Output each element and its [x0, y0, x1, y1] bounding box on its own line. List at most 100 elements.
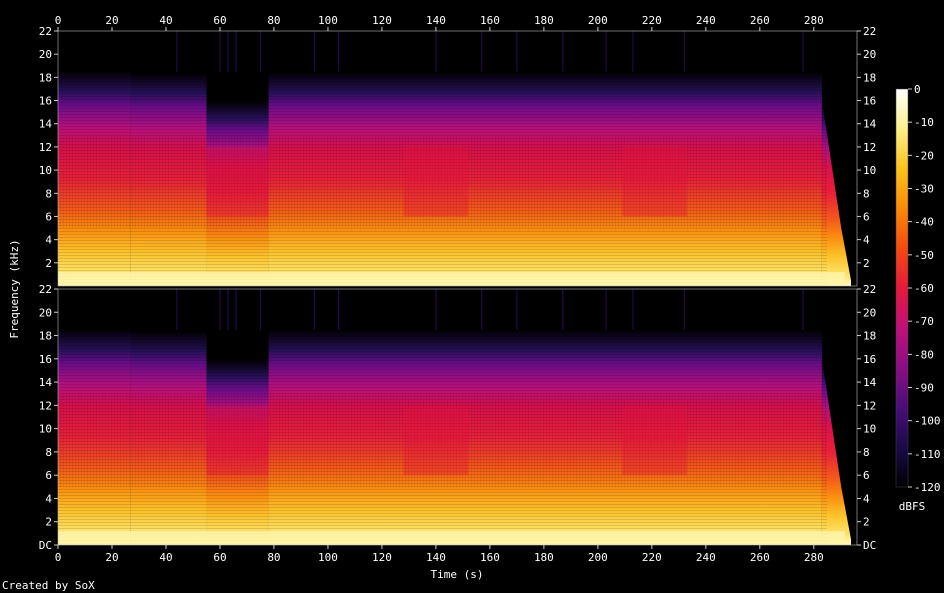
- y-tick-label-left: 10: [39, 423, 52, 436]
- y-tick-label-right: 16: [863, 95, 876, 108]
- colorbar-tick-label: -30: [914, 183, 934, 196]
- y-tick-label-right: 8: [863, 187, 870, 200]
- x-tick-label-bottom: 220: [642, 551, 662, 564]
- low-frequency-band: [58, 272, 845, 286]
- panel-frame: [57, 288, 858, 546]
- colorbar-tick-label: -70: [914, 315, 934, 328]
- y-tick-label-right: 2: [863, 516, 870, 529]
- x-tick-label-top: 60: [213, 14, 226, 27]
- y-tick-label-left: 18: [39, 71, 52, 84]
- segment-5: [821, 100, 851, 286]
- x-tick-label-top: 140: [426, 14, 446, 27]
- y-axis-label: Frequency (kHz): [8, 239, 21, 338]
- colorbar-tick-label: -10: [914, 116, 934, 129]
- y-tick-label-right: 14: [863, 376, 877, 389]
- x-tick-label-bottom: 180: [534, 551, 554, 564]
- mid-band-2: [403, 405, 469, 476]
- x-tick-label-top: 80: [267, 14, 280, 27]
- y-tick-label-right: 14: [863, 118, 877, 131]
- channel-2-panel: [57, 288, 858, 546]
- mid-band-2: [403, 146, 469, 217]
- low-frequency-band: [58, 531, 845, 545]
- x-tick-label-top: 0: [55, 14, 62, 27]
- y-tick-label-left: 6: [45, 210, 52, 223]
- x-tick-label-bottom: 260: [750, 551, 770, 564]
- y-tick-label-left: 16: [39, 95, 52, 108]
- y-tick-label-left: 16: [39, 353, 52, 366]
- y-tick-label-left: 20: [39, 306, 52, 319]
- y-tick-label-right: 20: [863, 48, 876, 61]
- y-tick-label-right: 18: [863, 71, 876, 84]
- x-tick-label-bottom: 280: [804, 551, 824, 564]
- channel-1-panel: [57, 30, 858, 287]
- panel-frame: [57, 30, 858, 287]
- x-tick-label-bottom: 20: [105, 551, 118, 564]
- x-tick-label-bottom: 140: [426, 551, 446, 564]
- x-tick-label-bottom: 100: [318, 551, 338, 564]
- colorbar-tick-label: -80: [914, 348, 934, 361]
- y-tick-label-right: 6: [863, 469, 870, 482]
- x-tick-label-top: 240: [696, 14, 716, 27]
- y-tick-label-left: 22: [39, 25, 52, 38]
- y-tick-label-left: 18: [39, 330, 52, 343]
- x-tick-label-top: 120: [372, 14, 392, 27]
- y-tick-label-right: 16: [863, 353, 876, 366]
- colorbar-tick-label: -60: [914, 282, 934, 295]
- texture-horizontal: [58, 335, 827, 545]
- y-tick-label-right: 20: [863, 306, 876, 319]
- x-axis-label: Time (s): [431, 568, 484, 581]
- x-tick-label-bottom: 60: [213, 551, 226, 564]
- y-tick-label-right: 6: [863, 210, 870, 223]
- y-tick-label-right: 22: [863, 283, 876, 296]
- y-tick-label-right: 8: [863, 446, 870, 459]
- y-tick-label-left: 4: [45, 492, 52, 505]
- x-tick-label-bottom: 40: [159, 551, 172, 564]
- x-tick-label-bottom: 160: [480, 551, 500, 564]
- x-tick-label-bottom: 240: [696, 551, 716, 564]
- x-tick-label-top: 200: [588, 14, 608, 27]
- x-tick-label-bottom: 120: [372, 551, 392, 564]
- y-tick-label-right: 4: [863, 234, 870, 247]
- y-tick-label-right: 22: [863, 25, 876, 38]
- y-tick-label-left: 14: [39, 376, 53, 389]
- x-tick-label-top: 220: [642, 14, 662, 27]
- x-tick-label-top: 40: [159, 14, 172, 27]
- x-tick-label-top: 20: [105, 14, 118, 27]
- y-tick-label-left: 14: [39, 118, 53, 131]
- colorbar-tick-label: -50: [914, 249, 934, 262]
- x-tick-label-top: 100: [318, 14, 338, 27]
- y-tick-label-right: 10: [863, 164, 876, 177]
- y-tick-label-right: 4: [863, 492, 870, 505]
- x-tick-label-bottom: 0: [55, 551, 62, 564]
- segment-5: [821, 358, 851, 545]
- x-tick-label-top: 260: [750, 14, 770, 27]
- y-tick-label-left: 22: [39, 283, 52, 296]
- y-tick-label-left: 2: [45, 257, 52, 270]
- y-tick-label-left: 8: [45, 446, 52, 459]
- colorbar-tick-label: -120: [914, 481, 941, 494]
- colorbar-tick-label: -20: [914, 149, 934, 162]
- mid-band-1: [206, 405, 269, 476]
- colorbar-tick-label: -40: [914, 216, 934, 229]
- y-tick-label-right: 10: [863, 423, 876, 436]
- y-tick-label-left: 12: [39, 141, 52, 154]
- colorbar: [895, 88, 909, 488]
- y-tick-label-right: 2: [863, 257, 870, 270]
- credit-text: Created by SoX: [2, 579, 95, 592]
- y-tick-label-left: 8: [45, 187, 52, 200]
- y-tick-label-left: 6: [45, 469, 52, 482]
- colorbar-tick-label: -90: [914, 382, 934, 395]
- y-tick-label-right: DC: [863, 539, 876, 552]
- colorbar-ticks: 0 -10 -20 -30 -40 -50 -60 -70 -80 -90 -100 -110 -120: [908, 83, 941, 494]
- texture-horizontal: [58, 77, 827, 286]
- y-tick-label-left: 2: [45, 516, 52, 529]
- colorbar-unit-label: dBFS: [899, 500, 926, 513]
- colorbar-tick-label: -110: [914, 448, 941, 461]
- x-tick-label-bottom: 200: [588, 551, 608, 564]
- mid-band-3: [622, 146, 687, 217]
- spectrogram-panels: [57, 30, 858, 546]
- y-tick-label-left: 12: [39, 399, 52, 412]
- y-tick-label-right: 18: [863, 330, 876, 343]
- y-tick-label-left: 4: [45, 234, 52, 247]
